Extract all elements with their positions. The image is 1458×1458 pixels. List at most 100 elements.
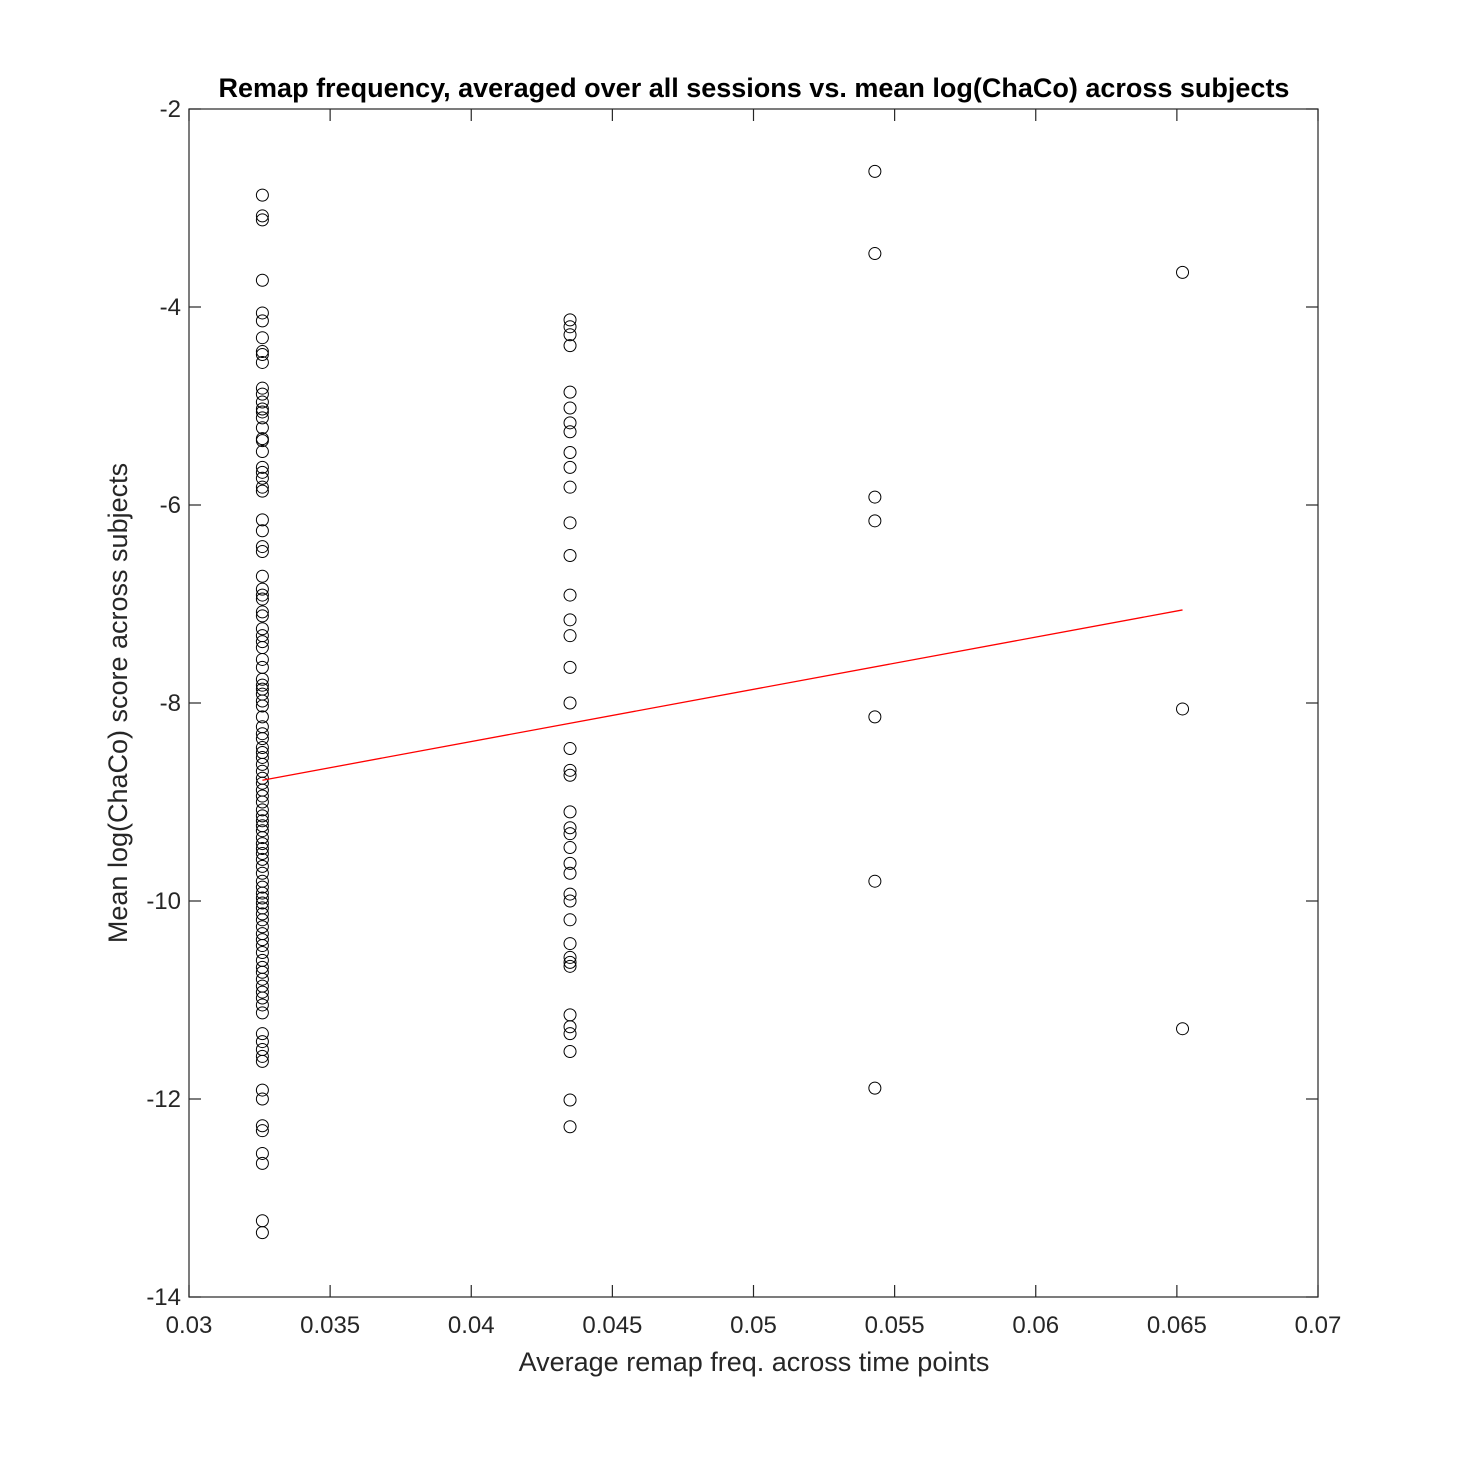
x-tick-label: 0.04 xyxy=(448,1312,495,1339)
scatter-point xyxy=(255,965,269,979)
scatter-point xyxy=(255,913,269,927)
scatter-point xyxy=(563,1020,577,1034)
scatter-point xyxy=(255,886,269,900)
scatter-point xyxy=(255,933,269,947)
scatter-point xyxy=(255,395,269,409)
scatter-point xyxy=(255,859,269,873)
x-tick-label: 0.065 xyxy=(1147,1312,1207,1339)
scatter-point xyxy=(563,613,577,627)
x-axis-ticks: 0.03 0.035 0.04 0.045 0.05 0.055 0.06 0.065 0.07 xyxy=(166,109,1341,1339)
scatter-point xyxy=(255,809,269,823)
scatter-point xyxy=(255,1006,269,1020)
scatter-point xyxy=(255,846,269,860)
scatter-point xyxy=(1176,702,1190,716)
scatter-point xyxy=(868,247,882,261)
scatter-points xyxy=(255,164,1190,1240)
scatter-point xyxy=(563,385,577,399)
scatter-point xyxy=(255,1156,269,1170)
scatter-point xyxy=(255,213,269,227)
scatter-point xyxy=(563,827,577,841)
scatter-point xyxy=(255,421,269,435)
scatter-point xyxy=(255,732,269,746)
scatter-point xyxy=(563,805,577,819)
scatter-point xyxy=(563,425,577,439)
scatter-point xyxy=(255,991,269,1005)
x-tick-label: 0.03 xyxy=(166,1312,213,1339)
scatter-point xyxy=(255,411,269,425)
chart-title: Remap frequency, averaged over all sessi… xyxy=(219,73,1290,103)
scatter-point xyxy=(255,1027,269,1041)
scatter-point xyxy=(255,381,269,395)
scatter-point xyxy=(563,1027,577,1041)
y-tick-label: -14 xyxy=(146,1284,181,1311)
scatter-point xyxy=(255,831,269,845)
scatter-point xyxy=(563,894,577,908)
scatter-point xyxy=(563,629,577,643)
scatter-point xyxy=(255,434,269,448)
fit-line xyxy=(262,609,1183,781)
scatter-point xyxy=(255,588,269,602)
scatter-point xyxy=(563,763,577,777)
scatter-point xyxy=(563,856,577,870)
y-tick-label: -8 xyxy=(160,690,181,717)
scatter-point xyxy=(255,699,269,713)
scatter-point xyxy=(255,852,269,866)
scatter-point xyxy=(563,841,577,855)
scatter-point xyxy=(255,824,269,838)
scatter-point xyxy=(255,471,269,485)
scatter-point xyxy=(563,696,577,710)
scatter-point xyxy=(563,416,577,430)
y-tick-label: -4 xyxy=(160,294,181,321)
scatter-point xyxy=(255,891,269,905)
scatter-point xyxy=(868,1081,882,1095)
x-tick-label: 0.05 xyxy=(730,1312,777,1339)
scatter-point xyxy=(868,164,882,178)
scatter-point xyxy=(563,937,577,951)
scatter-point xyxy=(563,480,577,494)
scatter-point xyxy=(868,514,882,528)
scatter-point xyxy=(563,1044,577,1058)
scatter-point xyxy=(255,188,269,202)
scatter-point xyxy=(255,837,269,851)
scatter-point xyxy=(255,306,269,320)
scatter-point xyxy=(868,490,882,504)
scatter-point xyxy=(1176,1022,1190,1036)
scatter-point xyxy=(255,710,269,724)
scatter-point xyxy=(255,672,269,686)
scatter-point xyxy=(255,795,269,809)
scatter-point xyxy=(255,609,269,623)
scatter-point xyxy=(255,545,269,559)
scatter-point xyxy=(1176,265,1190,279)
scatter-point xyxy=(255,513,269,527)
y-tick-label: -10 xyxy=(146,888,181,915)
scatter-point xyxy=(563,313,577,327)
scatter-point xyxy=(563,320,577,334)
scatter-point xyxy=(255,484,269,498)
y-tick-label: -2 xyxy=(160,96,181,123)
scatter-point xyxy=(255,582,269,596)
scatter-point xyxy=(563,548,577,562)
scatter-point xyxy=(255,896,269,910)
y-tick-label: -6 xyxy=(160,492,181,519)
scatter-point xyxy=(255,757,269,771)
scatter-point xyxy=(255,1054,269,1068)
scatter-point xyxy=(255,387,269,401)
scatter-point xyxy=(255,348,269,362)
scatter-point xyxy=(255,694,269,708)
x-tick-label: 0.035 xyxy=(300,1312,360,1339)
scatter-point xyxy=(255,945,269,959)
scatter-point xyxy=(563,446,577,460)
scatter-point xyxy=(255,920,269,934)
scatter-point xyxy=(255,741,269,755)
scatter-point xyxy=(563,660,577,674)
y-axis-ticks: -14 -12 -10 -8 -6 -4 -2 xyxy=(146,96,1318,1311)
scatter-point xyxy=(563,821,577,835)
scatter-point xyxy=(563,1093,577,1107)
scatter-point xyxy=(563,959,577,973)
scatter-point xyxy=(255,331,269,345)
scatter-point xyxy=(563,742,577,756)
scatter-point xyxy=(255,345,269,359)
scatter-point xyxy=(563,588,577,602)
scatter-point xyxy=(563,955,577,969)
